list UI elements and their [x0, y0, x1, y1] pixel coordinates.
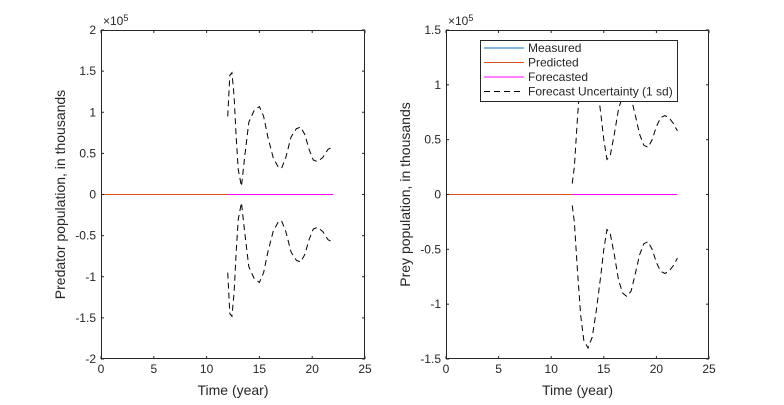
- y-tick-label: -1.5: [75, 311, 96, 325]
- y-tick-label: 0: [434, 188, 441, 202]
- x-axis-label: Time (year): [542, 382, 613, 398]
- y-tick-label: -0.5: [420, 242, 441, 256]
- legend-label: Forecast Uncertainty (1 sd): [528, 85, 673, 99]
- y-tick-label: 1: [89, 105, 96, 119]
- series-forecast-uncertainty-1-sd-lower-line: [571, 205, 678, 350]
- y-axis-label: Predator population, in thousands: [52, 90, 68, 299]
- predator-axes: 0 5 10 15 20 25-2-1.5-1-0.500.511.52×105Time …: [52, 13, 372, 398]
- y-exponent-power: 5: [468, 13, 473, 23]
- y-tick-label: -0.5: [75, 229, 96, 243]
- y-exponent-label: ×105: [103, 13, 128, 28]
- y-axis-label: Prey population, in thousands: [397, 102, 413, 286]
- x-tick-label: 20: [650, 362, 664, 376]
- y-exponent-power: 5: [123, 13, 128, 23]
- x-tick-label: 25: [702, 362, 716, 376]
- y-tick-label: -2: [85, 352, 96, 366]
- series-forecast-uncertainty-1-sd-line: [227, 71, 334, 187]
- legend-box: [480, 40, 678, 102]
- legend-label: Measured: [528, 41, 581, 55]
- x-tick-label: 15: [597, 362, 611, 376]
- x-tick-label: 10: [200, 362, 214, 376]
- x-axis-label: Time (year): [197, 382, 268, 398]
- y-exponent-label: ×105: [448, 13, 473, 28]
- x-tick-label: 5: [495, 362, 502, 376]
- series-forecast-uncertainty-1-sd-lower-line: [227, 202, 334, 318]
- y-tick-label: -1: [430, 297, 441, 311]
- series-group: [446, 39, 678, 350]
- y-tick-label: -1: [85, 270, 96, 284]
- y-exponent-base: ×10: [448, 14, 469, 28]
- x-tick-label: 25: [358, 362, 372, 376]
- y-tick-label: -1.5: [420, 352, 441, 366]
- x-tick-label: 10: [545, 362, 559, 376]
- y-tick-label: 1.5: [79, 64, 96, 78]
- x-tick-label: 0: [443, 362, 450, 376]
- y-tick-label: 0.5: [79, 146, 96, 160]
- x-tick-label: 0: [98, 362, 105, 376]
- series-forecast-uncertainty-1-sd-line: [571, 39, 678, 184]
- legend-label: Predicted: [528, 56, 579, 70]
- y-tick-label: 1.5: [424, 23, 441, 37]
- y-exponent-base: ×10: [103, 14, 124, 28]
- y-tick-label: 1: [434, 78, 441, 92]
- x-tick-label: 15: [253, 362, 267, 376]
- legend-label: Forecasted: [528, 70, 588, 84]
- x-tick-label: 20: [306, 362, 320, 376]
- y-tick-label: 0: [89, 188, 96, 202]
- y-tick-label: 2: [89, 23, 96, 37]
- x-tick-label: 5: [150, 362, 157, 376]
- series-group: [101, 71, 334, 318]
- y-tick-label: 0.5: [424, 133, 441, 147]
